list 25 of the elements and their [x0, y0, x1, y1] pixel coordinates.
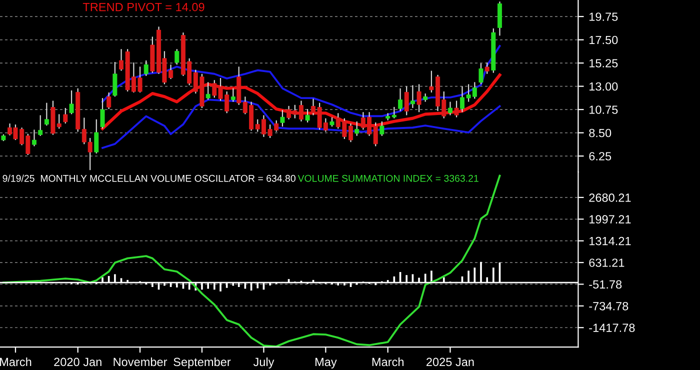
- chart-title: 9/19/25 MONTHLY MCCLELLAN VOLUME OSCILLATOR = 634.80: [2, 174, 296, 182]
- x-tick-label: September: [174, 357, 231, 368]
- x-tick-label: November: [114, 357, 168, 366]
- x-tick-label: March: [0, 357, 32, 366]
- x-tick-label: May: [316, 358, 337, 368]
- y-tick-label: 10.75: [590, 106, 618, 114]
- y-tick-label: 631.21: [589, 258, 624, 267]
- x-tick-label: March: [372, 357, 404, 366]
- y-tick-label: 8.50: [589, 128, 612, 138]
- y-tick-label: 6.25: [589, 152, 612, 160]
- y-tick-label: 15.25: [590, 59, 618, 68]
- y-tick-label: 1997.21: [590, 215, 631, 224]
- y-tick-label: 19.75: [590, 12, 618, 21]
- y-tick-label: 1314.21: [590, 236, 631, 246]
- y-tick-label: -1417.78: [589, 324, 635, 332]
- series-label: VOLUME SUMMATION INDEX = 3363.21: [298, 174, 478, 182]
- x-tick-label: 2025 Jan: [426, 358, 474, 366]
- y-tick-label: -734.78: [589, 302, 628, 310]
- x-tick-label: July: [253, 357, 274, 368]
- y-tick-label: 2680.21: [589, 193, 631, 202]
- y-tick-label: 13.00: [590, 82, 618, 91]
- y-tick-label: -51.78: [589, 280, 622, 289]
- y-tick-label: 17.50: [590, 36, 618, 44]
- text: TREND PIVOT = 14.09: [82, 2, 204, 12]
- x-tick-label: 2020 Jan: [54, 358, 102, 366]
